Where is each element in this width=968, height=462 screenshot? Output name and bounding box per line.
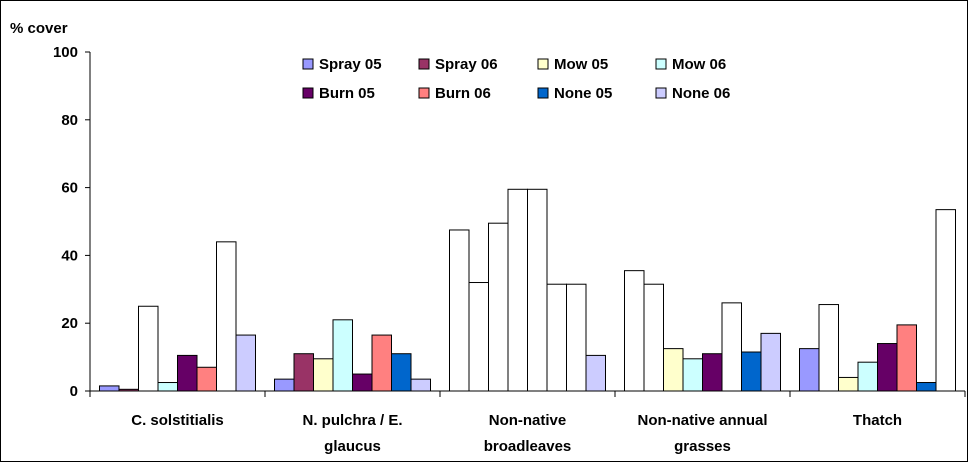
bar-none-05 — [741, 351, 762, 392]
bar-burn-06 — [721, 302, 742, 392]
bar-none-06 — [760, 332, 781, 392]
bar-spray-05 — [799, 348, 820, 392]
y-tick-label: 0 — [70, 383, 78, 400]
bar-spray-06 — [468, 282, 489, 392]
bar-mow-05 — [838, 376, 859, 392]
bar-burn-06 — [896, 324, 917, 392]
legend-label: Burn 06 — [435, 85, 491, 102]
bar-spray-05 — [274, 378, 295, 392]
bar-spray-05 — [449, 229, 470, 392]
y-tick-label: 40 — [61, 247, 78, 264]
bar-mow-06 — [332, 319, 353, 392]
bar-burn-06 — [196, 366, 217, 392]
category-label-line: grasses — [674, 438, 731, 455]
legend-swatch — [537, 87, 549, 99]
y-tick-label: 60 — [61, 180, 78, 197]
bar-none-05 — [566, 283, 587, 392]
category-label-line: Non-native — [489, 412, 567, 429]
bar-mow-06 — [157, 382, 178, 392]
bar-spray-05 — [99, 385, 120, 392]
bar-none-06 — [585, 354, 606, 392]
bar-none-06 — [235, 334, 256, 392]
legend-swatch — [302, 58, 314, 70]
legend-swatch — [655, 87, 667, 99]
category-label: C. solstitialis — [131, 412, 224, 429]
legend: Spray 05 Spray 06 Mow 05 Mow 06 Burn 05 Burn … — [302, 56, 730, 102]
legend-label: Mow 06 — [672, 56, 726, 73]
bar-burn-05 — [702, 353, 723, 392]
bar-spray-06 — [118, 388, 139, 392]
bars — [99, 188, 956, 392]
legend-label: None 05 — [554, 85, 612, 102]
category-labels: C. solstitialis N. pulchra / E. glaucus Non… — [131, 412, 902, 455]
category-label: Non-native broadleaves — [484, 412, 572, 455]
category-label-line: glaucus — [324, 438, 381, 455]
category-label-line: C. solstitialis — [131, 412, 224, 429]
legend-swatch — [418, 87, 430, 99]
bar-spray-06 — [293, 353, 314, 392]
category-label-line: N. pulchra / E. — [302, 412, 402, 429]
bar-mow-06 — [682, 358, 703, 392]
bar-burn-05 — [527, 188, 548, 392]
bar-mow-05 — [313, 358, 334, 392]
bar-none-05 — [391, 353, 412, 392]
category-label: Non-native annual grasses — [637, 412, 767, 455]
bar-mow-06 — [507, 188, 528, 392]
legend-label: Spray 05 — [319, 56, 382, 73]
bar-burn-06 — [371, 334, 392, 392]
bar-spray-06 — [643, 283, 664, 392]
bar-burn-05 — [177, 354, 198, 392]
bar-none-05 — [216, 241, 237, 392]
category-label: Thatch — [853, 412, 902, 429]
bar-mow-06 — [857, 361, 878, 392]
legend-swatch — [302, 87, 314, 99]
legend-label: None 06 — [672, 85, 730, 102]
category-label-line: broadleaves — [484, 438, 572, 455]
bar-mow-05 — [138, 305, 159, 392]
y-tick-label: 80 — [61, 112, 78, 129]
y-tick-label: 20 — [61, 315, 78, 332]
category-label-line: Thatch — [853, 412, 902, 429]
bar-burn-05 — [877, 343, 898, 392]
bar-none-06 — [935, 209, 956, 392]
legend-label: Burn 05 — [319, 85, 375, 102]
bar-none-05 — [916, 382, 937, 392]
category-label-line: Non-native annual — [637, 412, 767, 429]
legend-swatch — [655, 58, 667, 70]
bar-spray-05 — [624, 270, 645, 392]
legend-label: Mow 05 — [554, 56, 608, 73]
bar-spray-06 — [818, 304, 839, 392]
legend-swatch — [418, 58, 430, 70]
bar-mow-05 — [663, 348, 684, 392]
bar-mow-05 — [488, 222, 509, 392]
legend-label: Spray 06 — [435, 56, 498, 73]
category-label: N. pulchra / E. glaucus — [302, 412, 402, 455]
y-axis-label: % cover — [10, 20, 68, 37]
y-tick-label: 100 — [53, 44, 78, 61]
bar-burn-05 — [352, 373, 373, 392]
bar-burn-06 — [546, 283, 567, 392]
legend-swatch — [537, 58, 549, 70]
bar-none-06 — [410, 378, 431, 392]
